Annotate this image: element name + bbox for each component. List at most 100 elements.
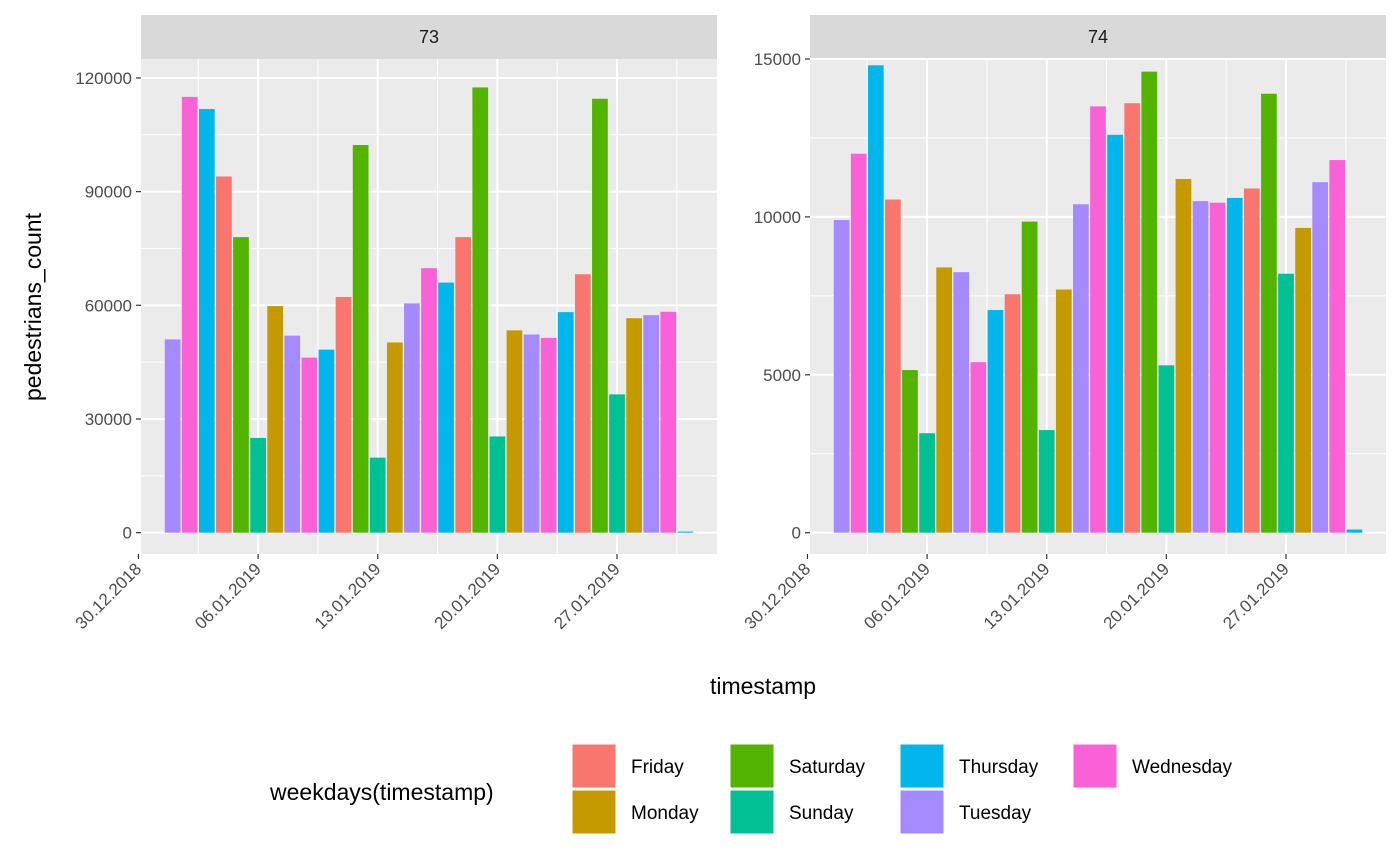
facet-strip-74: [810, 15, 1386, 59]
bar-74-2019-01-18: [1124, 103, 1141, 533]
y-tick-label: 30000: [85, 410, 132, 429]
bar-74-2019-01-31: [1346, 529, 1363, 533]
bar-73-2019-01-04: [216, 176, 232, 533]
bar-73-2019-01-25: [574, 274, 591, 533]
legend-label-friday: Friday: [631, 757, 684, 778]
bar-73-2019-01-18: [455, 237, 472, 533]
bar-74-2019-01-24: [1226, 197, 1243, 533]
bar-74-2019-01-03: [867, 65, 884, 533]
legend-key-tuesday: [899, 789, 945, 835]
bar-73-2019-01-03: [198, 109, 215, 533]
x-ticks-74: 30.12.2018 06.01.2019 13.01.2019 20.01.2019…: [741, 554, 1293, 633]
legend-label-tuesday: Tuesday: [959, 803, 1032, 824]
bar-74-2019-01-20: [1158, 365, 1175, 533]
y-axis-title: pedestrians_count: [20, 212, 46, 401]
x-tick-label: 06.01.2019: [860, 559, 934, 633]
y-tick-label: 0: [123, 524, 132, 543]
bar-73-2019-01-28: [626, 318, 642, 533]
legend-key-saturday: [729, 743, 775, 789]
bar-74-2019-01-27: [1278, 273, 1294, 533]
legend-key-monday: [571, 789, 617, 835]
bar-74-2019-01-28: [1295, 227, 1311, 533]
bar-74-2019-01-16: [1090, 106, 1106, 533]
legend-key-friday: [571, 743, 617, 789]
bar-74-2019-01-10: [987, 310, 1004, 533]
x-tick-label: 27.01.2019: [1219, 559, 1293, 633]
bar-74-2019-01-30: [1329, 160, 1346, 533]
bar-73-2019-01-22: [523, 334, 540, 533]
bar-74-2019-01-21: [1175, 179, 1192, 533]
bar-73-2019-01-14: [386, 342, 403, 533]
bar-73-2019-01-20: [489, 436, 506, 533]
y-tick-label: 10000: [754, 208, 801, 227]
y-tick-label: 0: [792, 524, 801, 543]
y-tick-label: 120000: [75, 69, 132, 88]
y-tick-label: 15000: [754, 50, 801, 69]
facet-strip-73: [141, 15, 717, 59]
bar-73-2019-01-21: [506, 330, 523, 533]
bar-73-2019-01-29: [643, 315, 660, 533]
bar-73-2019-01-19: [472, 87, 489, 533]
bar-73-2019-01-12: [352, 145, 369, 533]
bar-74-2019-01-14: [1055, 289, 1072, 533]
bar-74-2019-01-29: [1312, 182, 1329, 533]
bar-73-2019-01-13: [369, 457, 386, 533]
x-tick-label: 06.01.2019: [191, 559, 265, 633]
legend-key-sunday: [729, 789, 775, 835]
facet-panel-74: 74 0 5000 10000 15000 30.12.2018 06.01.2019 1…: [741, 15, 1386, 633]
legend-label-saturday: Saturday: [789, 757, 866, 778]
bar-74-2019-01-02: [850, 153, 867, 533]
bar-73-2019-01-09: [301, 357, 318, 533]
bar-74-2019-01-17: [1107, 134, 1123, 533]
legend-key-thursday: [899, 743, 945, 789]
y-tick-label: 90000: [85, 183, 132, 202]
bar-74-2019-01-05: [902, 370, 918, 533]
y-ticks-73: 0 30000 60000 90000 120000: [75, 69, 141, 543]
bar-73-2019-01-06: [250, 437, 266, 533]
bar-73-2019-01-30: [660, 311, 677, 533]
legend-label-sunday: Sunday: [789, 803, 854, 824]
legend-key-wednesday: [1072, 743, 1118, 789]
bar-73-2019-01-07: [267, 306, 284, 533]
bar-74-2019-01-19: [1141, 71, 1158, 533]
bars-73: [164, 87, 694, 533]
bar-74-2019-01-22: [1192, 201, 1209, 533]
legend: weekdays(timestamp) Friday Monday Saturday…: [269, 743, 1232, 835]
bar-74-2019-01-13: [1038, 430, 1055, 533]
bar-74-2019-01-04: [885, 199, 901, 533]
x-tick-label: 20.01.2019: [1100, 559, 1174, 633]
x-tick-label: 20.01.2019: [431, 559, 505, 633]
bar-74-2019-01-15: [1073, 204, 1089, 533]
bar-73-2019-01-02: [181, 96, 198, 533]
legend-label-monday: Monday: [631, 803, 699, 824]
x-tick-label: 13.01.2019: [311, 559, 385, 633]
bar-74-2019-01-11: [1004, 294, 1021, 533]
y-ticks-74: 0 5000 10000 15000: [754, 50, 810, 543]
facet-panel-73: 73 0 30000 60000 90000 120000 30.12.2018 06.0…: [72, 15, 717, 633]
facet-strip-label-73: 73: [419, 27, 439, 47]
x-axis-title: timestamp: [710, 673, 816, 699]
bar-73-2019-01-01: [164, 339, 181, 533]
x-ticks-73: 30.12.2018 06.01.2019 13.01.2019 20.01.2019…: [72, 554, 624, 633]
bar-73-2019-01-10: [318, 349, 335, 533]
bar-74-2019-01-06: [919, 433, 935, 533]
bar-74-2019-01-26: [1261, 93, 1277, 533]
bar-73-2019-01-27: [609, 394, 625, 533]
bar-74-2019-01-01: [833, 220, 850, 533]
legend-title: weekdays(timestamp): [269, 779, 494, 805]
x-tick-label: 30.12.2018: [72, 559, 146, 633]
bar-73-2019-01-26: [592, 98, 608, 533]
bars-74: [833, 65, 1363, 533]
legend-label-wednesday: Wednesday: [1132, 757, 1232, 778]
bar-74-2019-01-09: [970, 362, 987, 533]
bar-73-2019-01-08: [284, 335, 301, 533]
bar-73-2019-01-17: [438, 282, 454, 533]
bar-73-2019-01-23: [540, 337, 557, 533]
bar-74-2019-01-12: [1021, 221, 1038, 533]
bar-74-2019-01-23: [1209, 202, 1226, 533]
bar-73-2019-01-31: [677, 531, 694, 533]
bar-73-2019-01-11: [335, 296, 352, 533]
y-tick-label: 5000: [763, 366, 801, 385]
x-tick-label: 27.01.2019: [550, 559, 624, 633]
